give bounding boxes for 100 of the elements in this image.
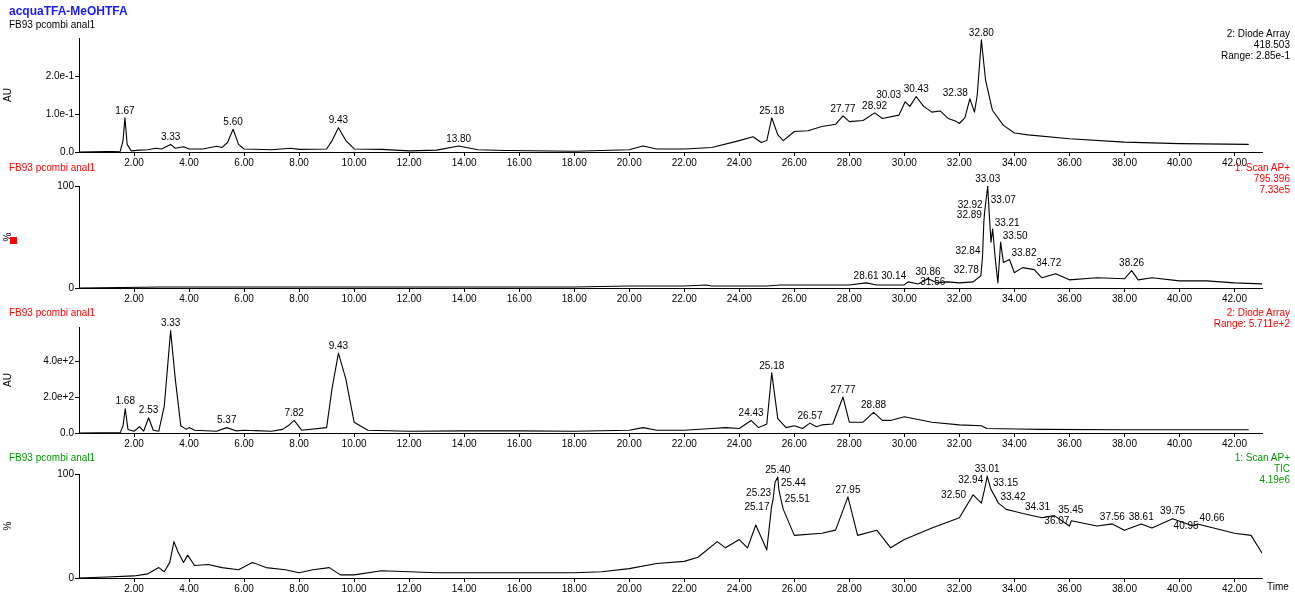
x-tick-label: 22.00 (671, 292, 698, 304)
x-tick-label: 14.00 (451, 292, 478, 304)
y-tick-label: 0 (68, 281, 75, 293)
x-tick-label: 28.00 (836, 437, 863, 449)
annotation: 33.42 (1000, 490, 1026, 502)
annotation: 35.45 (1058, 504, 1084, 516)
annotation: 34.72 (1036, 257, 1062, 269)
x-tick-label: 40.00 (1166, 437, 1193, 449)
x-tick-label: 18.00 (561, 582, 588, 594)
x-tick-label: 4.00 (179, 292, 200, 304)
annotation: 25.18 (759, 104, 785, 116)
annotation: 5.60 (223, 115, 244, 127)
x-tick-label: 16.00 (506, 437, 533, 449)
annotation: 25.23 (746, 486, 772, 498)
x-tick-label: 6.00 (234, 582, 255, 594)
y-tick-label: 0.0 (60, 426, 75, 438)
x-tick-label: 32.00 (946, 582, 973, 594)
x-tick-label: 36.00 (1056, 582, 1083, 594)
x-tick-label: 14.00 (451, 437, 478, 449)
x-tick-label: 20.00 (616, 292, 643, 304)
annotation: 25.17 (744, 501, 770, 513)
chart-subtitle: FB93 pcombi anal1 (9, 452, 96, 463)
y-axis-title: % (1, 521, 13, 531)
x-tick-label: 6.00 (234, 156, 255, 168)
annotation: 32.80 (968, 26, 995, 38)
x-tick-label: 24.00 (726, 437, 753, 449)
text: TIC (1272, 463, 1290, 474)
x-tick-label: 12.00 (396, 582, 423, 594)
x-tick-label: 40.00 (1166, 292, 1193, 304)
x-tick-label: 34.00 (1001, 437, 1028, 449)
y-tick-label: 0 (68, 571, 75, 583)
annotation: 38.61 (1128, 510, 1155, 522)
x-tick-label: 20.00 (616, 582, 643, 594)
y-tick-label: 2.0e-1 (45, 69, 75, 81)
x-tick-label: 20.00 (616, 156, 643, 168)
x-tick-label: 42.00 (1221, 292, 1248, 304)
y-tick-label: 1.0e-1 (45, 107, 75, 119)
x-tick-label: 38.00 (1111, 292, 1138, 304)
annotation: 9.43 (328, 114, 349, 126)
x-tick-label: 38.00 (1111, 156, 1138, 168)
x-tick-label: 18.00 (561, 437, 588, 449)
x-tick-label: 36.00 (1056, 292, 1083, 304)
x-tick-label: 14.00 (451, 582, 478, 594)
x-tick-label: 16.00 (506, 582, 533, 594)
x-tick-label: 24.00 (726, 156, 753, 168)
x-tick-label: 38.00 (1111, 437, 1138, 449)
x-tick-label: 6.00 (234, 292, 255, 304)
x-tick-label: 10.00 (341, 437, 368, 449)
y-tick-label: 0.0 (60, 145, 75, 157)
annotation: 5.37 (217, 414, 237, 426)
x-tick-label: 4.00 (179, 156, 200, 168)
x-tick-label: 2.00 (124, 156, 145, 168)
x-tick-label: 32.00 (946, 292, 973, 304)
text: 795.396 (1252, 173, 1290, 184)
annotation: 30.43 (903, 83, 930, 95)
annotation: 418.503 (1252, 39, 1290, 50)
y-axis-title: AU (1, 373, 13, 387)
annotation: 24.43 (738, 407, 765, 419)
annotation: 32.94 (958, 474, 984, 486)
x-tick-label: 24.00 (726, 292, 753, 304)
x-axis-title: Time (1267, 581, 1289, 592)
x-tick-label: 26.00 (781, 437, 808, 449)
annotation: 38.26 (1119, 257, 1145, 269)
x-tick-label: 28.00 (836, 156, 863, 168)
x-tick-label: 14.00 (451, 156, 478, 168)
annotation: 32.38 (942, 86, 969, 98)
x-tick-label: 8.00 (289, 156, 310, 168)
annotation: 34.31 (1024, 501, 1051, 513)
annotation: 33.21 (994, 216, 1021, 228)
x-tick-label: 24.00 (726, 582, 753, 594)
x-tick-label: 30.00 (891, 582, 918, 594)
annotation: 40.95 (1173, 519, 1200, 531)
annotation: 33.07 (990, 194, 1017, 206)
annotation: 25.40 (765, 463, 791, 475)
x-tick-label: 28.00 (836, 292, 863, 304)
x-tick-label: 40.00 (1166, 582, 1193, 594)
annotation: 3.33 (160, 317, 181, 329)
x-tick-label: 22.00 (671, 582, 698, 594)
x-tick-label: 42.00 (1221, 582, 1248, 594)
annotation: 30.03 (876, 88, 902, 100)
annotation: 7.33e5 (1258, 184, 1290, 195)
annotation: 28.88 (861, 399, 887, 411)
x-tick-label: 22.00 (671, 156, 698, 168)
x-tick-label: 18.00 (561, 156, 588, 168)
x-tick-label: 8.00 (289, 292, 310, 304)
annotation: 25.18 (759, 359, 785, 371)
y-axis-title: AU (1, 88, 13, 102)
annotation: 33.82 (1011, 247, 1037, 259)
y-axis-title: % (1, 232, 13, 242)
x-tick-label: 34.00 (1001, 582, 1028, 594)
annotation: 39.75 (1160, 505, 1186, 517)
annotation: 32.89 (956, 209, 983, 221)
x-tick-label: 10.00 (341, 292, 368, 304)
x-tick-label: 34.00 (1001, 292, 1028, 304)
x-tick-label: 4.00 (179, 437, 200, 449)
annotation: 32.84 (955, 245, 981, 257)
y-tick-label: 4.0e+2 (43, 354, 75, 366)
annotation: 40.66 (1199, 511, 1226, 523)
x-tick-label: 16.00 (506, 292, 533, 304)
annotation: 4.19e6 (1258, 474, 1290, 485)
